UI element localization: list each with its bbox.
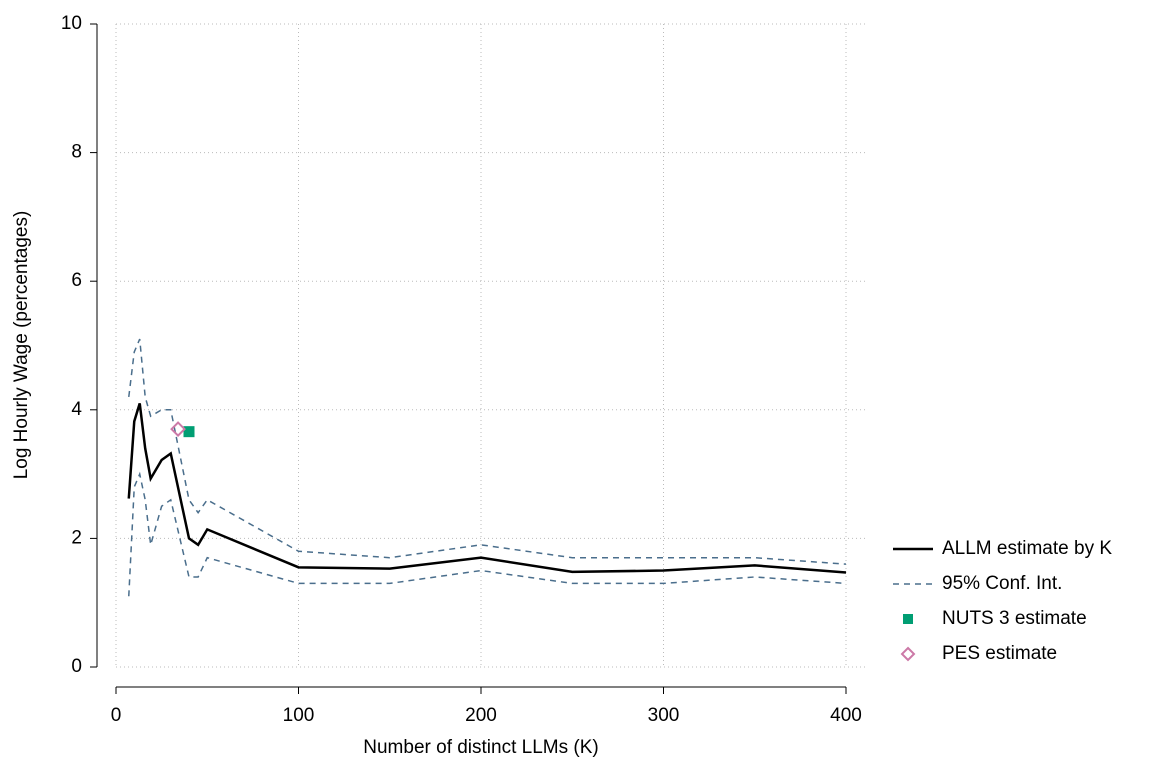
x-tick-label: 0 — [111, 705, 122, 726]
line — [127, 403, 847, 574]
legend-label: PES estimate — [942, 643, 1057, 664]
legend-label: ALLM estimate by K — [942, 538, 1112, 559]
legend-swatch — [903, 614, 913, 624]
y-tick-label: 8 — [71, 142, 82, 163]
point-marker — [170, 421, 186, 438]
y-tick-label: 2 — [71, 527, 82, 548]
x-tick-label: 100 — [283, 705, 315, 726]
x-tick-label: 200 — [465, 705, 497, 726]
y-tick-label: 4 — [71, 399, 82, 420]
ci-line — [128, 471, 847, 597]
x-tick-label: 300 — [648, 705, 680, 726]
ci-line — [128, 338, 847, 565]
y-tick-label: 10 — [61, 13, 82, 34]
y-tick-label: 6 — [71, 270, 82, 291]
y-tick-label: 0 — [71, 656, 82, 677]
x-axis-label: Number of distinct LLMs (K) — [363, 737, 598, 758]
legend-label: NUTS 3 estimate — [942, 608, 1087, 629]
point-marker — [183, 426, 195, 438]
legend-swatch — [900, 646, 916, 662]
y-axis-label: Log Hourly Wage (percentages) — [11, 211, 32, 480]
legend-label: 95% Conf. Int. — [942, 573, 1062, 594]
x-tick-label: 400 — [830, 705, 862, 726]
